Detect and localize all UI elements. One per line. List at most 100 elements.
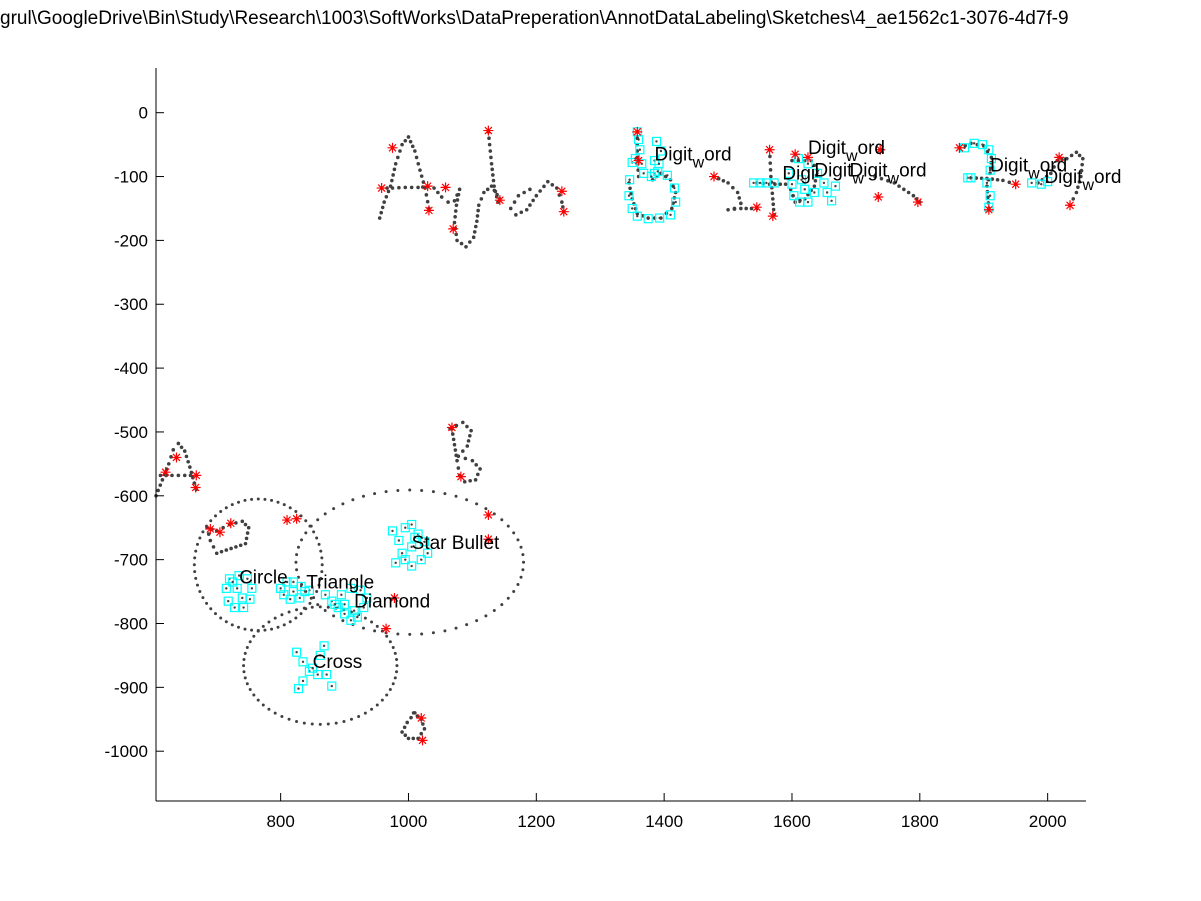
shape-square-marker [423,548,433,558]
shape-square-dot [231,580,234,584]
stroke-point [451,437,456,442]
shape-square-marker [293,684,304,694]
shape-square-dot [990,157,993,160]
shape-square-dot [400,552,404,555]
corner-asterisk-marker [423,205,434,216]
corner-asterisk-marker [1010,179,1021,190]
stroke-point [485,187,490,192]
shape-square-marker [339,609,350,619]
shape-square-dot [420,558,423,561]
ellipse-point [256,497,260,501]
ellipse-point [492,512,496,516]
shape-square-dot [330,684,333,688]
y-tick-label: -600 [114,487,148,506]
shape-square-dot [423,540,426,543]
ellipse-point [396,632,400,636]
stroke-point [465,424,469,429]
shape-square-dot [673,186,676,190]
ellipse-layer [192,488,526,726]
stroke-point [487,136,491,141]
stroke-point [732,207,737,211]
shape-square-marker [346,615,356,625]
stroke-point [436,190,440,195]
stroke-point [670,206,674,211]
stroke-point [771,202,776,207]
shape-square-dot [359,589,362,592]
stroke-point [396,155,400,160]
shape-square-marker [649,168,660,178]
stroke-point [398,149,402,153]
ellipse-point [213,514,217,518]
stroke-point [456,454,461,459]
shape-square-marker [237,593,247,603]
corner-asterisk-marker [632,126,643,137]
stroke-point [892,181,897,185]
stroke-point [189,470,194,475]
stroke-point [721,179,726,183]
stroke-point [186,459,190,464]
shape-square-dot [311,666,314,670]
stroke-point [1079,174,1083,179]
stroke-point [224,548,229,552]
stroke-point [473,478,478,482]
stroke-point [897,184,901,188]
stroke-point [464,244,468,249]
stroke-point [812,184,817,188]
ellipse-point [363,616,367,620]
shape-square-dot [792,194,796,197]
ellipse-point [443,629,447,633]
stroke-point [466,439,471,443]
shape-square-marker [827,196,837,206]
stroke-point [413,711,417,715]
shape-square-marker [809,187,819,198]
shape-square-marker [419,537,430,547]
stroke-point [514,213,518,217]
stroke-point [403,138,408,143]
stroke-point [452,199,457,203]
shape-square-marker [646,171,656,182]
shape-square-marker [784,168,794,178]
stroke-point [422,727,427,731]
stroke-point [452,442,457,447]
stroke-point [379,210,384,215]
ellipse-point [443,492,447,496]
shape-square-marker [288,586,299,597]
stroke-point [385,186,389,190]
shape-square-dot [830,199,833,203]
ellipse-point [351,498,355,502]
ellipse-point [516,538,520,542]
shape-square-marker [307,663,318,673]
corner-asterisk-marker [483,125,494,136]
shape-square-dot [666,174,669,177]
stroke-point [737,196,742,200]
shape-square-marker [400,555,410,565]
shape-square-marker [977,140,988,150]
corner-asterisk-marker [381,623,392,634]
ellipse-point [312,530,316,534]
shape-square-marker [295,593,305,603]
shape-square-dot [237,574,241,577]
stroke-point [489,161,494,166]
shape-square-dot [325,673,328,676]
stroke-point [546,179,550,184]
ellipse-point [295,720,299,724]
stroke-point [768,161,773,165]
stroke-point [1074,190,1079,195]
stroke-point [158,483,163,487]
shape-square-marker [812,168,823,178]
ellipse-point [209,519,213,523]
shape-label: Triangle [306,572,374,593]
ellipse-point [475,619,479,623]
shape-square-dot [657,162,661,165]
ellipse-point [519,575,523,579]
stroke-point [491,173,495,177]
stroke-point [419,174,424,178]
stroke-point [476,472,480,477]
ellipse-point [319,576,323,580]
ellipse-point [320,563,324,567]
shape-square-marker [984,145,994,155]
stroke-point [468,478,472,483]
ellipse-point [500,518,504,522]
shape-square-dot [246,577,249,581]
shape-square-dot [628,178,631,181]
